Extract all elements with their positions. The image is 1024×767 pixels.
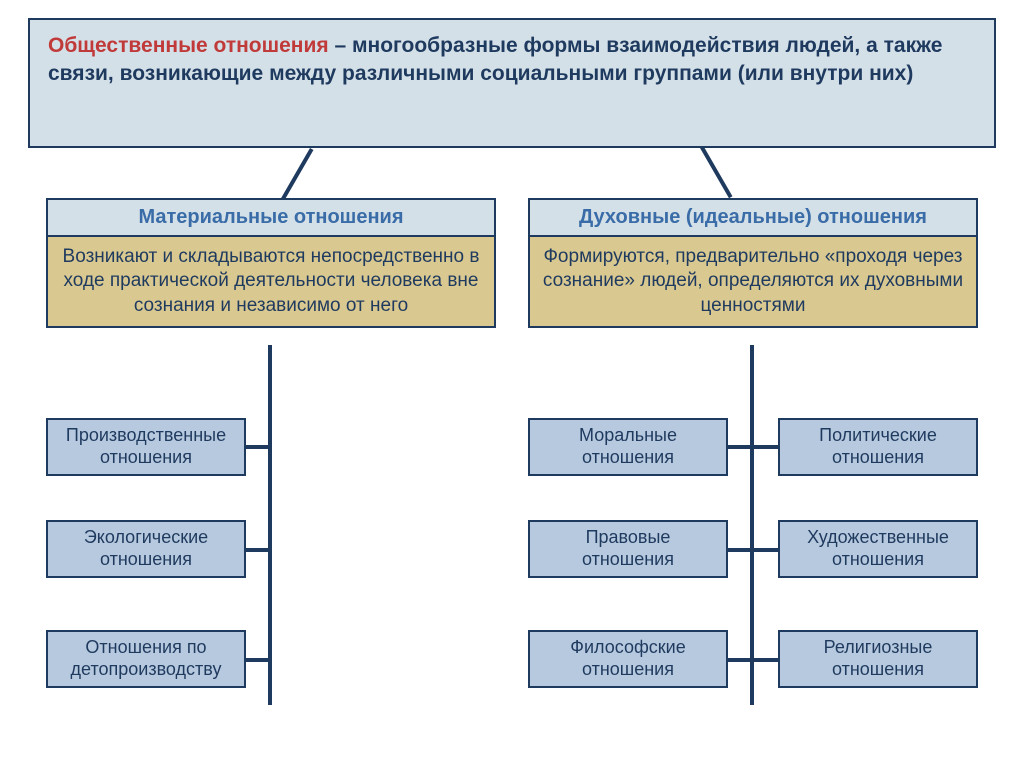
left-trunk	[268, 345, 272, 705]
left-branch-1	[246, 445, 270, 449]
right-branch-1	[728, 445, 778, 449]
leaf-religious: Религиозные отношения	[778, 630, 978, 688]
definition-title-red: Общественные отношения	[48, 34, 329, 57]
leaf-ecological: Экологические отношения	[46, 520, 246, 578]
leaf-childbearing: Отношения по детопроизводству	[46, 630, 246, 688]
left-category-title: Материальные отношения	[48, 200, 494, 237]
right-category-title: Духовные (идеальные) отношения	[530, 200, 976, 237]
leaf-moral: Моральные отношения	[528, 418, 728, 476]
definition-header: Общественные отношения – многообразные ф…	[28, 18, 996, 148]
right-category: Духовные (идеальные) отношения Формируют…	[528, 198, 978, 328]
leaf-political: Политические отношения	[778, 418, 978, 476]
leaf-production: Производственные отношения	[46, 418, 246, 476]
leaf-philosophical: Философские отношения	[528, 630, 728, 688]
right-branch-3	[728, 658, 778, 662]
left-branch-2	[246, 548, 270, 552]
leaf-artistic: Художественные отношения	[778, 520, 978, 578]
left-category: Материальные отношения Возникают и склад…	[46, 198, 496, 328]
left-branch-3	[246, 658, 270, 662]
connector-right	[700, 146, 732, 198]
leaf-legal: Правовые отношения	[528, 520, 728, 578]
right-branch-2	[728, 548, 778, 552]
right-category-desc: Формируются, предварительно «проходя чер…	[530, 237, 976, 326]
right-trunk	[750, 345, 754, 705]
left-category-desc: Возникают и складываются непосредственно…	[48, 237, 494, 326]
connector-left	[281, 148, 313, 200]
